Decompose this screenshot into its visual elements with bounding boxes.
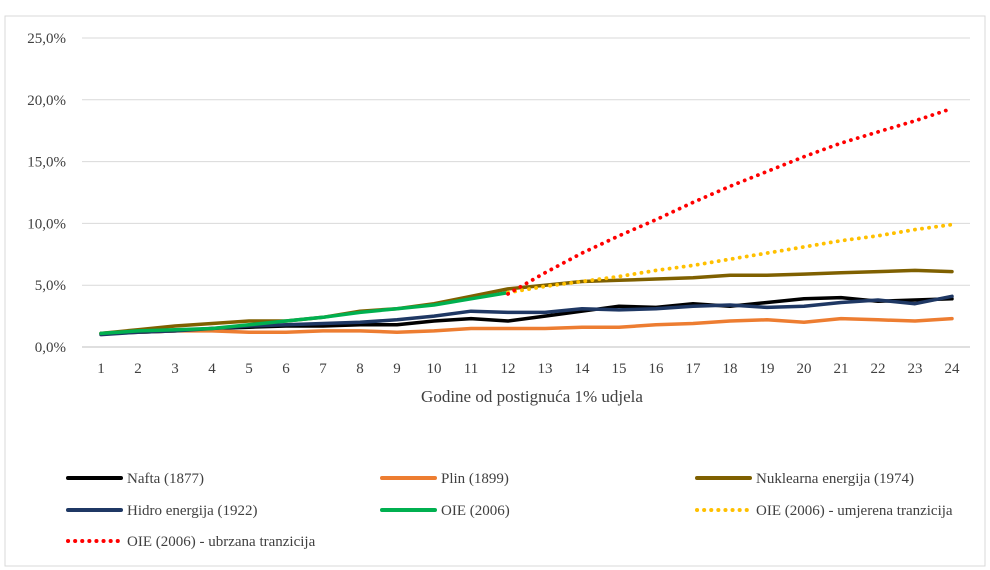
x-tick-label: 10 bbox=[427, 361, 442, 377]
series-line-7 bbox=[506, 106, 954, 296]
legend-label: OIE (2006) - ubrzana tranzicija bbox=[127, 534, 316, 550]
y-tick-label: 10,0% bbox=[27, 216, 66, 232]
x-tick-label: 22 bbox=[871, 361, 886, 377]
x-tick-label: 23 bbox=[908, 361, 923, 377]
x-tick-label: 5 bbox=[245, 361, 253, 377]
x-tick-label: 9 bbox=[393, 361, 401, 377]
x-tick-label: 6 bbox=[282, 361, 290, 377]
x-tick-label: 20 bbox=[797, 361, 812, 377]
x-tick-label: 24 bbox=[945, 361, 961, 377]
chart-border bbox=[4, 15, 986, 567]
series-line-2 bbox=[99, 316, 954, 336]
x-tick-label: 13 bbox=[538, 361, 553, 377]
series-line-5 bbox=[99, 290, 510, 336]
x-tick-label: 19 bbox=[760, 361, 775, 377]
x-tick-label: 8 bbox=[356, 361, 364, 377]
x-tick-label: 1 bbox=[97, 361, 105, 377]
x-tick-label: 14 bbox=[575, 361, 591, 377]
y-tick-label: 0,0% bbox=[35, 340, 66, 356]
x-tick-label: 4 bbox=[208, 361, 216, 377]
x-tick-label: 18 bbox=[723, 361, 738, 377]
x-tick-label: 7 bbox=[319, 361, 327, 377]
gridlines bbox=[82, 37, 970, 348]
legend: Nafta (1877) Plin (1899) Nuklearna energij… bbox=[66, 471, 953, 550]
y-tick-label: 20,0% bbox=[27, 93, 66, 109]
x-tick-label: 2 bbox=[134, 361, 142, 377]
legend-label: Hidro energija (1922) bbox=[127, 503, 258, 519]
series-lines bbox=[99, 106, 954, 337]
x-tick-label: 16 bbox=[649, 361, 665, 377]
x-tick-label: 12 bbox=[501, 361, 516, 377]
series-line-3 bbox=[99, 268, 954, 336]
x-tick-label: 21 bbox=[834, 361, 849, 377]
x-tick-label: 3 bbox=[171, 361, 179, 377]
legend-label: Plin (1899) bbox=[441, 471, 509, 487]
legend-label: OIE (2006) bbox=[441, 503, 510, 519]
x-axis-title: Godine od postignuća 1% udjela bbox=[421, 387, 643, 406]
x-tick-label: 17 bbox=[686, 361, 702, 377]
y-tick-label: 25,0% bbox=[27, 31, 66, 47]
legend-label: OIE (2006) - umjerena tranzicija bbox=[756, 503, 953, 519]
legend-label: Nuklearna energija (1974) bbox=[756, 471, 914, 487]
y-axis-ticks: 0,0% 5,0% 10,0% 15,0% 20,0% 25,0% bbox=[27, 31, 66, 356]
y-tick-label: 5,0% bbox=[35, 278, 66, 294]
x-axis-ticks: 1 2 3 4 5 6 7 8 9 10 11 12 13 14 15 16 17 18 19 20 21 22 23 24 bbox=[97, 361, 960, 377]
x-tick-label: 11 bbox=[464, 361, 478, 377]
x-tick-label: 15 bbox=[612, 361, 627, 377]
legend-label: Nafta (1877) bbox=[127, 471, 204, 487]
y-tick-label: 15,0% bbox=[27, 155, 66, 171]
